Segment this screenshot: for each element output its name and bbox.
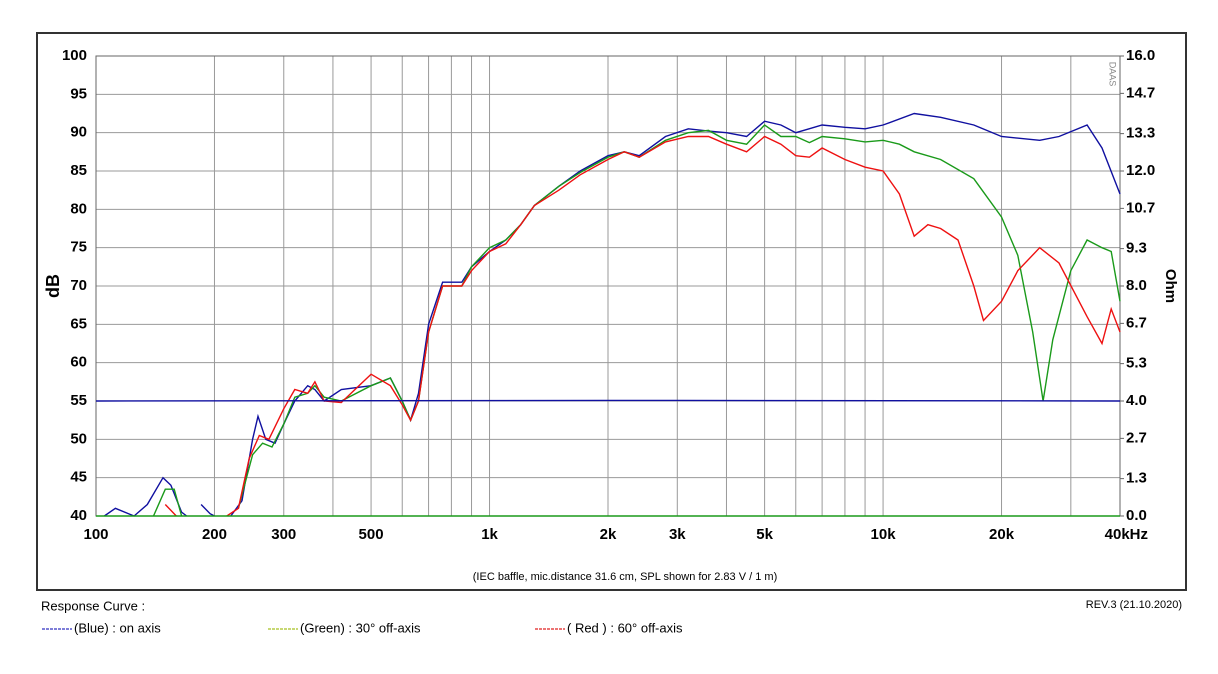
revision: REV.3 (21.10.2020): [1086, 599, 1182, 611]
y-tick-label: 50: [70, 430, 87, 447]
y2-tick-label: 6.7: [1126, 314, 1147, 331]
y2-tick-label: 16.0: [1126, 47, 1155, 64]
y2-tick-label: 9.3: [1126, 240, 1147, 257]
y2-tick-label: 10.7: [1126, 199, 1155, 216]
y2-axis-label: Ohm: [1162, 269, 1179, 303]
y-tick-label: 100: [62, 47, 87, 64]
y2-tick-label: 1.3: [1126, 470, 1147, 487]
y2-tick-label: 4.0: [1126, 392, 1147, 409]
series-line: [164, 135, 1121, 517]
y2-tick-label: 13.3: [1126, 125, 1155, 142]
x-tick-label: 300: [271, 526, 296, 543]
x-tick-label: 1k: [481, 526, 498, 543]
x-tick-label: 200: [202, 526, 227, 543]
y-axis-label: dB: [43, 274, 63, 298]
y-tick-label: 75: [70, 239, 87, 256]
y-tick-label: 80: [70, 200, 87, 217]
y-tick-label: 70: [70, 277, 87, 294]
legend-label: (Blue) : on axis: [74, 620, 161, 635]
series-line: [103, 112, 1121, 517]
y-tick-label: 60: [70, 354, 87, 371]
y2-tick-label: 14.7: [1126, 84, 1155, 101]
legend-label: ( Red ) : 60° off-axis: [567, 620, 683, 635]
x-tick-label: 2k: [600, 526, 617, 543]
x-tick-label: 3k: [669, 526, 686, 543]
y-tick-label: 90: [70, 124, 87, 141]
legend-label: (Green) : 30° off-axis: [300, 620, 421, 635]
y2-tick-label: 8.0: [1126, 277, 1147, 294]
x-tick-label: 20k: [989, 526, 1015, 543]
note: (IEC baffle, mic.distance 31.6 cm, SPL s…: [473, 571, 777, 583]
series-line: [152, 124, 1121, 517]
y-tick-label: 85: [70, 162, 87, 179]
x-tick-label: 40kHz: [1105, 526, 1148, 543]
legend-title: Response Curve :: [41, 598, 145, 613]
y2-tick-label: 2.7: [1126, 429, 1147, 446]
y2-tick-label: 5.3: [1126, 355, 1147, 372]
x-tick-label: 10k: [871, 526, 897, 543]
y-tick-label: 65: [70, 315, 87, 332]
x-tick-label: 500: [359, 526, 384, 543]
series-line: [95, 399, 1121, 402]
x-tick-label: 5k: [756, 526, 773, 543]
watermark: DAAS: [1108, 62, 1118, 87]
y-tick-label: 55: [70, 392, 87, 409]
y-tick-label: 95: [70, 85, 87, 102]
y-tick-label: 40: [70, 507, 87, 524]
y2-tick-label: 12.0: [1126, 162, 1155, 179]
y2-tick-label: 0.0: [1126, 507, 1147, 524]
x-tick-label: 100: [83, 526, 108, 543]
frame: [36, 32, 1187, 591]
y-tick-label: 45: [70, 469, 87, 486]
